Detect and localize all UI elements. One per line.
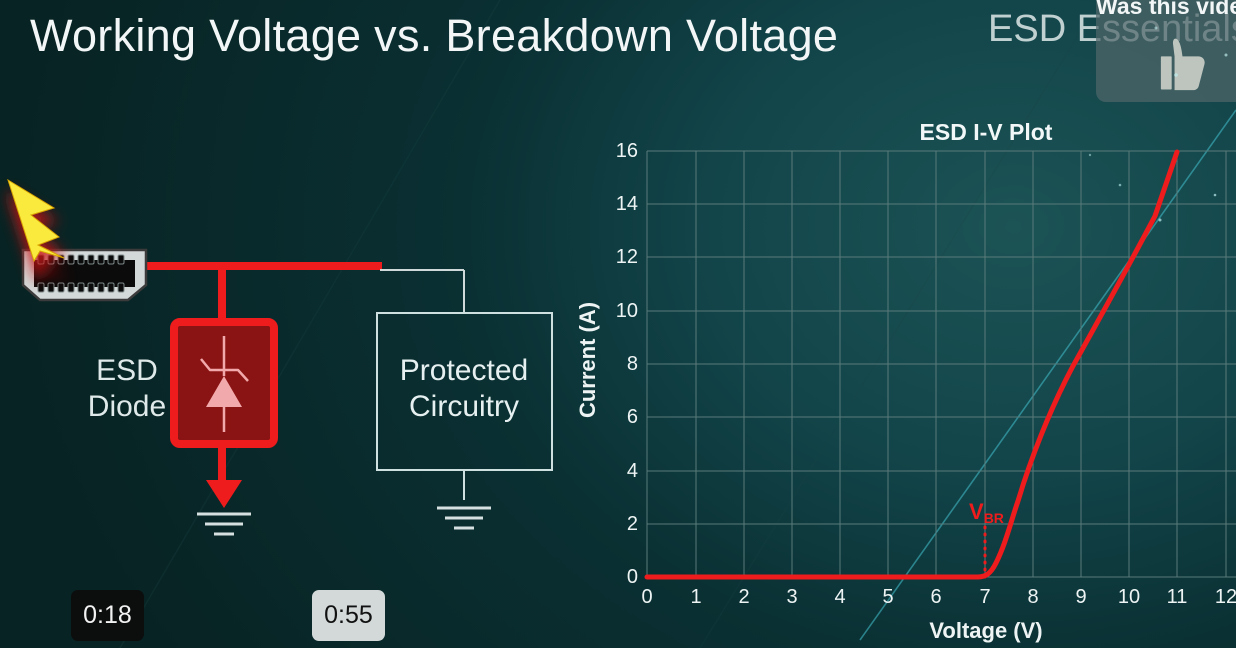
svg-text:0: 0 — [641, 586, 652, 608]
svg-text:10: 10 — [1118, 586, 1140, 608]
svg-text:4: 4 — [834, 586, 845, 608]
svg-text:ESD: ESD — [96, 354, 158, 387]
svg-text:7: 7 — [979, 586, 990, 608]
svg-text:5: 5 — [882, 586, 893, 608]
svg-text:9: 9 — [1075, 586, 1086, 608]
svg-text:6: 6 — [930, 586, 941, 608]
svg-text:Circuitry: Circuitry — [409, 390, 519, 423]
svg-text:Protected: Protected — [400, 354, 528, 387]
svg-text:2: 2 — [627, 513, 638, 535]
svg-text:0: 0 — [627, 566, 638, 588]
svg-text:Diode: Diode — [88, 390, 166, 423]
svg-text:ESD I-V Plot: ESD I-V Plot — [920, 119, 1053, 145]
svg-text:10: 10 — [616, 300, 638, 322]
svg-text:12: 12 — [1215, 586, 1236, 608]
svg-text:VBR: VBR — [969, 499, 1004, 526]
svg-text:12: 12 — [616, 246, 638, 268]
svg-text:Voltage (V): Voltage (V) — [929, 618, 1042, 643]
svg-text:14: 14 — [616, 193, 638, 215]
svg-text:8: 8 — [627, 353, 638, 375]
svg-text:6: 6 — [627, 406, 638, 428]
svg-text:2: 2 — [738, 586, 749, 608]
svg-text:16: 16 — [616, 140, 638, 162]
svg-text:4: 4 — [627, 460, 638, 482]
svg-text:3: 3 — [786, 586, 797, 608]
svg-text:11: 11 — [1167, 586, 1188, 608]
svg-text:8: 8 — [1027, 586, 1038, 608]
svg-text:1: 1 — [690, 586, 701, 608]
